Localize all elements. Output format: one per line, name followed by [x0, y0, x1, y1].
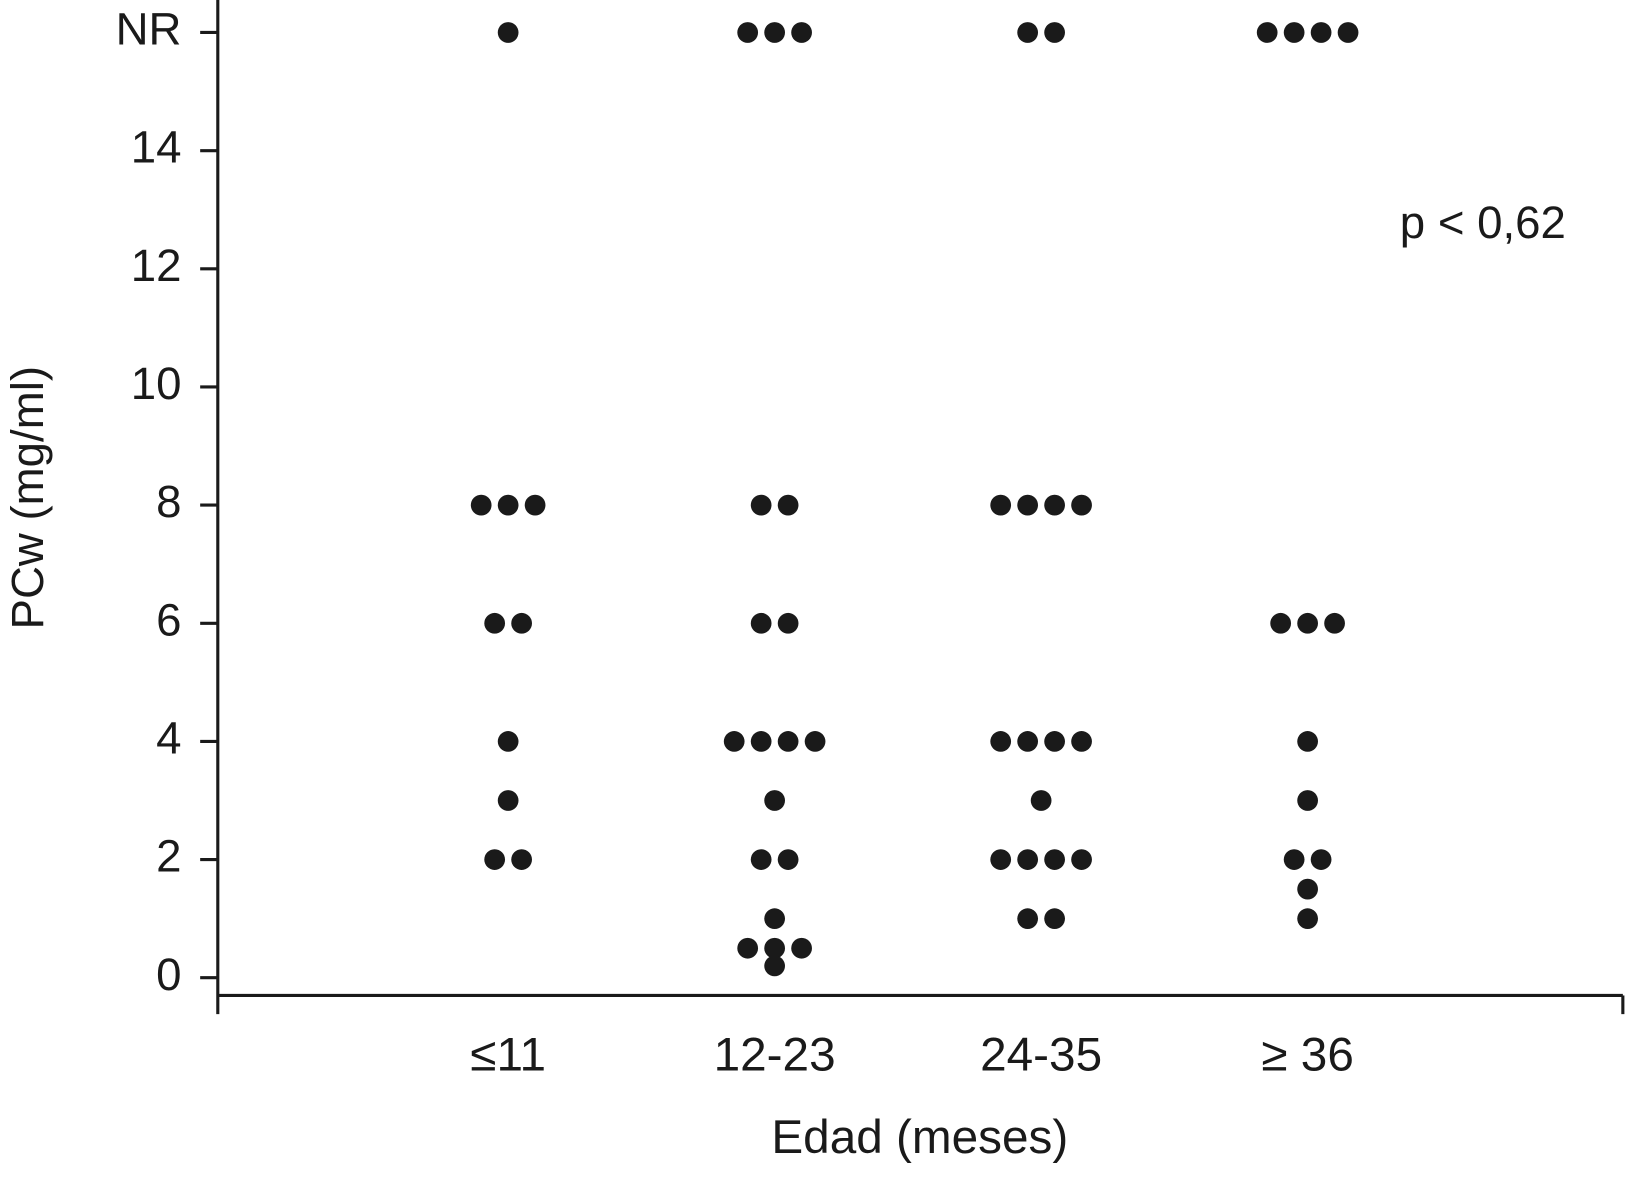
dot	[1017, 849, 1039, 870]
y-tick-label: 12	[131, 240, 182, 291]
dot	[777, 612, 799, 634]
dot	[737, 937, 759, 959]
y-tick-label: NR	[116, 4, 182, 55]
dot	[764, 937, 786, 959]
annotation: p < 0,62	[1400, 197, 1566, 248]
dot	[1030, 790, 1052, 811]
dot	[1044, 849, 1065, 870]
dot	[484, 612, 506, 634]
dot	[484, 849, 506, 870]
dot	[1283, 849, 1305, 870]
dot	[470, 494, 492, 516]
dot	[1071, 731, 1092, 752]
x-tick-label: 24-35	[980, 1028, 1102, 1081]
y-axis-title: PCw (mg/ml)	[2, 366, 53, 630]
dot	[737, 22, 759, 43]
x-tick-label: ≤11	[470, 1028, 546, 1081]
y-tick-label: 2	[156, 831, 181, 882]
y-tick-label: 10	[131, 358, 182, 409]
dot	[764, 22, 786, 43]
dot	[497, 790, 519, 811]
dot	[1017, 22, 1039, 43]
dot	[750, 494, 772, 516]
dot	[1256, 22, 1278, 43]
dot	[1310, 22, 1332, 43]
dot	[764, 955, 786, 977]
y-tick-label: 6	[156, 594, 181, 645]
dot	[764, 790, 786, 811]
y-tick-label: 4	[156, 712, 181, 763]
dot	[990, 849, 1012, 870]
dot	[1297, 612, 1318, 634]
dot	[1310, 849, 1332, 870]
dot	[1044, 494, 1065, 516]
dot	[1297, 908, 1318, 930]
dot	[1044, 731, 1065, 752]
dot	[750, 849, 772, 870]
dot	[1044, 908, 1065, 930]
x-tick-label: 12-23	[714, 1028, 836, 1081]
dot	[497, 494, 519, 516]
dot	[1324, 612, 1345, 634]
dot	[1283, 22, 1305, 43]
dot	[750, 612, 772, 634]
dot	[1270, 612, 1292, 634]
dot	[1071, 494, 1092, 516]
dot	[777, 849, 799, 870]
dot	[1337, 22, 1359, 43]
dot	[1017, 494, 1039, 516]
dot	[511, 612, 532, 634]
dot	[1297, 790, 1318, 811]
dot	[511, 849, 532, 870]
dot	[777, 731, 799, 752]
dot	[1071, 849, 1092, 870]
y-tick-label: 8	[156, 476, 181, 527]
dot	[723, 731, 745, 752]
dot	[1017, 731, 1039, 752]
dot	[524, 494, 546, 516]
dot	[764, 908, 786, 930]
dot	[777, 494, 799, 516]
dot	[990, 494, 1012, 516]
x-tick-label: ≥ 36	[1261, 1028, 1353, 1081]
dot	[791, 22, 812, 43]
dot	[990, 731, 1012, 752]
dot	[1297, 731, 1318, 752]
dot	[1017, 908, 1039, 930]
dot	[497, 731, 519, 752]
dot	[750, 731, 772, 752]
dot	[497, 22, 519, 43]
dot	[804, 731, 826, 752]
dot	[1044, 22, 1065, 43]
y-tick-label: 0	[156, 949, 181, 1000]
dot	[791, 937, 812, 959]
y-tick-label: 14	[131, 122, 182, 173]
x-axis-title: Edad (meses)	[771, 1111, 1068, 1164]
dot	[1297, 878, 1318, 900]
